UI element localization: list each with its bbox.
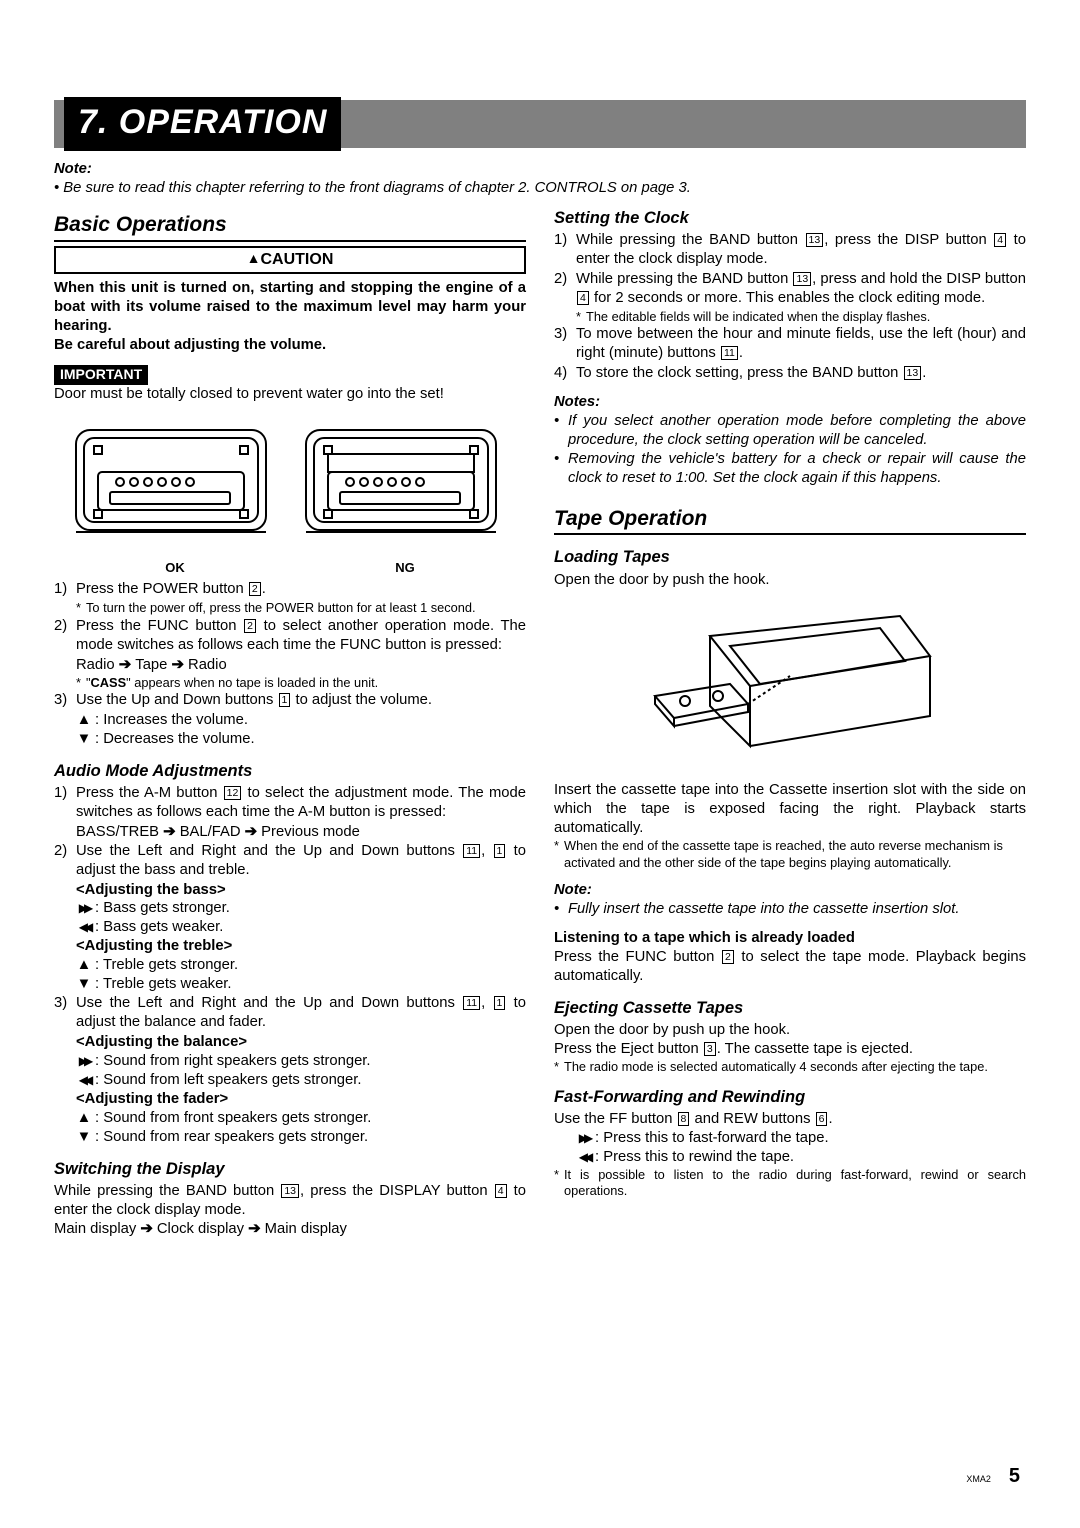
rw-icon <box>576 1148 592 1167</box>
important-tag: IMPORTANT <box>54 365 148 385</box>
important-body: Door must be totally closed to prevent w… <box>54 385 526 404</box>
figure-ng: NG <box>300 412 510 577</box>
list-item: While pressing the BAND button 13, press… <box>554 270 1026 308</box>
caution-body2: Be careful about adjusting the volume. <box>54 336 526 355</box>
top-note-body: • Be sure to read this chapter referring… <box>54 179 1026 198</box>
basic-steps: Press the POWER button 2. <box>54 580 526 599</box>
list-item: Use the Left and Right and the Up and Do… <box>54 994 526 1032</box>
rw-icon <box>76 918 92 937</box>
rw-icon <box>76 1071 92 1090</box>
mode-flow: RadioTapeRadio <box>76 656 526 675</box>
list-item: To store the clock setting, press the BA… <box>554 364 1026 383</box>
title-bar: 7. OPERATION <box>54 100 1026 148</box>
display-head: Switching the Display <box>54 1159 526 1180</box>
chapter-title: 7. OPERATION <box>64 97 341 151</box>
right-column: Setting the Clock While pressing the BAN… <box>554 206 1026 1239</box>
ff-icon <box>76 899 92 918</box>
list-item: Use the Left and Right and the Up and Do… <box>54 842 526 880</box>
caution-box: ▲CAUTION <box>54 246 526 274</box>
list-item: Press the A-M button 12 to select the ad… <box>54 784 526 822</box>
list-item: To move between the hour and minute fiel… <box>554 325 1026 363</box>
up-icon <box>76 1109 92 1128</box>
figure-load-tape <box>640 596 940 772</box>
caution-body1: When this unit is turned on, starting an… <box>54 279 526 336</box>
power-off-note: To turn the power off, press the POWER b… <box>76 600 526 616</box>
cass-note: "CASS" appears when no tape is loaded in… <box>76 675 526 691</box>
list-item: Use the Up and Down buttons 1 to adjust … <box>54 691 526 710</box>
ff-icon <box>576 1129 592 1148</box>
down-icon <box>76 975 92 994</box>
up-icon <box>76 711 92 730</box>
page-footer: XMA2 5 <box>966 1464 1020 1490</box>
top-note-label: Note: <box>54 160 1026 179</box>
figure-row: OK NG <box>54 412 526 577</box>
list-item: Press the POWER button 2. <box>54 580 526 599</box>
clock-head: Setting the Clock <box>554 208 1026 229</box>
basic-ops-head: Basic Operations <box>54 212 526 242</box>
up-icon <box>76 956 92 975</box>
ff-icon <box>76 1052 92 1071</box>
tape-head: Tape Operation <box>554 506 1026 536</box>
list-item: While pressing the BAND button 13, press… <box>554 231 1026 269</box>
list-item: Press the FUNC button 2 to select anothe… <box>54 617 526 655</box>
audio-head: Audio Mode Adjustments <box>54 761 526 782</box>
warning-icon: ▲ <box>247 250 261 268</box>
down-icon <box>76 1128 92 1147</box>
figure-ok: OK <box>70 412 280 577</box>
down-icon <box>76 730 92 749</box>
left-column: Basic Operations ▲CAUTION When this unit… <box>54 206 526 1239</box>
